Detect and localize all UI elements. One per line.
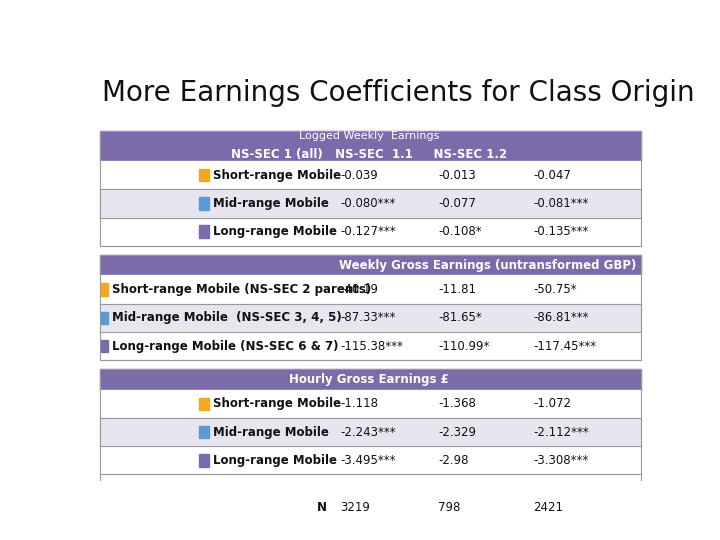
Bar [101, 312, 107, 324]
Text: Mid-range Mobile: Mid-range Mobile [213, 197, 329, 210]
Text: -2.98: -2.98 [438, 454, 469, 467]
Bar [100, 275, 642, 303]
Bar [100, 218, 642, 246]
Text: -0.047: -0.047 [533, 168, 571, 181]
Text: Short-range Mobile (NS-SEC 2 parents): Short-range Mobile (NS-SEC 2 parents) [112, 283, 372, 296]
Bar [100, 161, 642, 190]
Bar [100, 390, 642, 418]
Text: -87.33***: -87.33*** [341, 311, 396, 324]
Text: -1.368: -1.368 [438, 397, 476, 410]
Text: N: N [317, 501, 327, 514]
Text: Long-range Mobile: Long-range Mobile [213, 225, 337, 238]
Bar [100, 497, 642, 517]
Text: -110.99*: -110.99* [438, 340, 490, 353]
Text: -0.127***: -0.127*** [341, 225, 396, 238]
Text: Mid-range Mobile: Mid-range Mobile [213, 426, 329, 438]
Bar [100, 369, 642, 494]
Bar [100, 255, 642, 275]
Bar [199, 397, 209, 410]
Bar [101, 284, 107, 296]
Text: -115.38***: -115.38*** [341, 340, 403, 353]
Bar [100, 497, 642, 517]
Bar [100, 303, 642, 332]
Bar [100, 475, 642, 494]
Bar [100, 255, 642, 360]
Text: -117.45***: -117.45*** [533, 340, 596, 353]
Text: Long-range Mobile: Long-range Mobile [213, 454, 337, 467]
Text: -0.108*: -0.108* [438, 225, 482, 238]
Bar [199, 226, 209, 238]
Text: -3.308***: -3.308*** [533, 454, 588, 467]
Text: Short-range Mobile: Short-range Mobile [213, 168, 341, 181]
Bar [100, 369, 642, 390]
Text: -0.013: -0.013 [438, 168, 476, 181]
Text: -2.243***: -2.243*** [341, 426, 396, 438]
Text: -3.495***: -3.495*** [341, 454, 396, 467]
Text: NS-SEC 1 (all)   NS-SEC  1.1     NS-SEC 1.2: NS-SEC 1 (all) NS-SEC 1.1 NS-SEC 1.2 [231, 148, 507, 161]
Text: More Earnings Coefficients for Class Origin: More Earnings Coefficients for Class Ori… [102, 79, 695, 107]
Bar [199, 454, 209, 467]
Text: 3219: 3219 [341, 501, 370, 514]
Bar [100, 446, 642, 475]
Text: -0.039: -0.039 [341, 168, 378, 181]
Bar [101, 340, 107, 352]
Text: 798: 798 [438, 501, 461, 514]
Bar [199, 169, 209, 181]
Bar [100, 190, 642, 218]
Text: -81.65*: -81.65* [438, 311, 482, 324]
Text: 2421: 2421 [533, 501, 563, 514]
Text: -0.135***: -0.135*** [533, 225, 588, 238]
Text: -0.077: -0.077 [438, 197, 476, 210]
Text: -1.118: -1.118 [341, 397, 379, 410]
Bar [100, 418, 642, 446]
Text: -2.329: -2.329 [438, 426, 476, 438]
Text: -0.080***: -0.080*** [341, 197, 396, 210]
Text: -2.112***: -2.112*** [533, 426, 589, 438]
Bar [199, 197, 209, 210]
Bar [100, 131, 642, 161]
Text: -40.19: -40.19 [341, 283, 379, 296]
Text: Short-range Mobile: Short-range Mobile [213, 397, 341, 410]
Text: Weekly Gross Earnings (untransformed GBP): Weekly Gross Earnings (untransformed GBP… [339, 259, 637, 272]
Text: -50.75*: -50.75* [533, 283, 577, 296]
Text: -1.072: -1.072 [533, 397, 571, 410]
Text: Logged Weekly  Earnings: Logged Weekly Earnings [299, 131, 439, 141]
Text: Long-range Mobile (NS-SEC 6 & 7): Long-range Mobile (NS-SEC 6 & 7) [112, 340, 338, 353]
Text: -0.081***: -0.081*** [533, 197, 588, 210]
Bar [199, 426, 209, 438]
Bar [100, 332, 642, 360]
Bar [100, 131, 642, 246]
Text: Hourly Gross Earnings £: Hourly Gross Earnings £ [289, 373, 449, 386]
Text: -11.81: -11.81 [438, 283, 476, 296]
Text: Mid-range Mobile  (NS-SEC 3, 4, 5): Mid-range Mobile (NS-SEC 3, 4, 5) [112, 311, 342, 324]
Text: -86.81***: -86.81*** [533, 311, 588, 324]
